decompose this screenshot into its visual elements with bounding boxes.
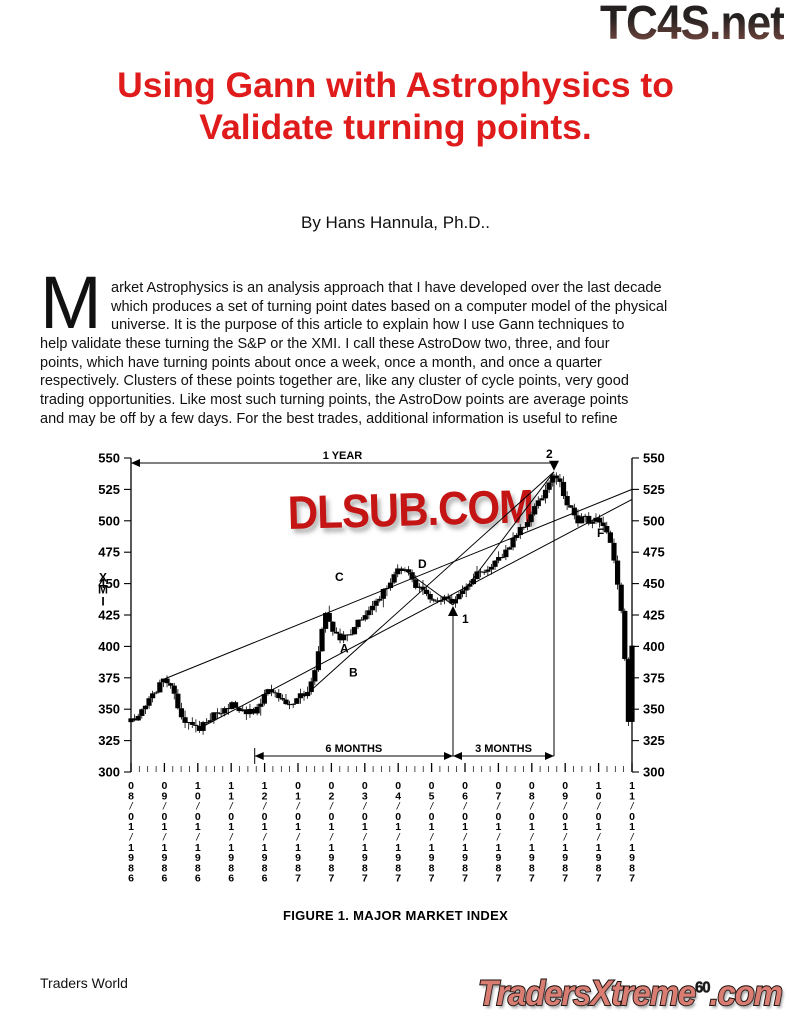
svg-text:A: A [340, 642, 349, 656]
svg-text:7: 7 [429, 873, 435, 885]
svg-text:1: 1 [161, 821, 167, 833]
svg-text:6: 6 [262, 873, 268, 885]
svg-text:0: 0 [596, 790, 602, 802]
svg-text:500: 500 [643, 513, 665, 528]
svg-text:400: 400 [643, 639, 665, 654]
svg-text:7: 7 [462, 873, 468, 885]
svg-text:400: 400 [98, 639, 120, 654]
svg-text:1: 1 [395, 821, 401, 833]
svg-text:8: 8 [128, 790, 134, 802]
svg-text:6: 6 [128, 873, 134, 885]
svg-text:B: B [349, 666, 358, 680]
svg-text:350: 350 [98, 702, 120, 717]
svg-text:D: D [418, 557, 427, 571]
svg-text:2: 2 [262, 790, 268, 802]
svg-text:2: 2 [546, 447, 553, 461]
svg-text:425: 425 [98, 608, 120, 623]
svg-text:475: 475 [98, 545, 120, 560]
svg-text:I: I [101, 595, 104, 609]
svg-text:1: 1 [596, 821, 602, 833]
svg-text:1: 1 [562, 821, 568, 833]
svg-text:1: 1 [228, 790, 234, 802]
svg-text:1: 1 [495, 821, 501, 833]
svg-text:4: 4 [395, 790, 401, 802]
svg-text:6: 6 [462, 790, 468, 802]
svg-text:1: 1 [362, 821, 368, 833]
svg-text:300: 300 [643, 765, 665, 780]
svg-text:6: 6 [228, 873, 234, 885]
svg-text:7: 7 [295, 873, 301, 885]
svg-text:1: 1 [328, 821, 334, 833]
svg-text:300: 300 [98, 765, 120, 780]
svg-text:8: 8 [529, 790, 535, 802]
svg-text:550: 550 [643, 451, 665, 466]
svg-text:1: 1 [462, 612, 469, 626]
svg-text:1: 1 [629, 790, 635, 802]
svg-text:9: 9 [161, 790, 167, 802]
svg-text:1 YEAR: 1 YEAR [323, 450, 363, 462]
svg-text:425: 425 [643, 608, 665, 623]
svg-text:350: 350 [643, 702, 665, 717]
svg-text:1: 1 [195, 821, 201, 833]
svg-text:7: 7 [529, 873, 535, 885]
svg-text:450: 450 [643, 576, 665, 591]
svg-text:1: 1 [629, 821, 635, 833]
svg-text:C: C [335, 570, 344, 584]
svg-text:325: 325 [98, 733, 120, 748]
svg-text:1: 1 [128, 821, 134, 833]
svg-text:7: 7 [328, 873, 334, 885]
svg-text:1: 1 [295, 790, 301, 802]
svg-text:7: 7 [362, 873, 368, 885]
svg-text:7: 7 [495, 873, 501, 885]
svg-text:475: 475 [643, 545, 665, 560]
svg-text:7: 7 [629, 873, 635, 885]
svg-text:1: 1 [462, 821, 468, 833]
svg-text:375: 375 [98, 670, 120, 685]
svg-text:3: 3 [362, 790, 368, 802]
svg-text:6: 6 [161, 873, 167, 885]
svg-text:5: 5 [429, 790, 435, 802]
svg-text:7: 7 [495, 790, 501, 802]
svg-text:6 MONTHS: 6 MONTHS [325, 743, 382, 755]
svg-text:0: 0 [195, 790, 201, 802]
svg-text:1: 1 [429, 821, 435, 833]
svg-text:7: 7 [562, 873, 568, 885]
svg-text:1: 1 [295, 821, 301, 833]
svg-text:1: 1 [529, 821, 535, 833]
svg-text:525: 525 [643, 482, 665, 497]
svg-text:1: 1 [262, 821, 268, 833]
svg-text:9: 9 [562, 790, 568, 802]
svg-text:2: 2 [328, 790, 334, 802]
svg-text:500: 500 [98, 513, 120, 528]
svg-text:6: 6 [195, 873, 201, 885]
svg-text:375: 375 [643, 670, 665, 685]
svg-text:1: 1 [228, 821, 234, 833]
svg-text:7: 7 [395, 873, 401, 885]
svg-text:550: 550 [98, 451, 120, 466]
svg-text:7: 7 [596, 873, 602, 885]
svg-text:325: 325 [643, 733, 665, 748]
svg-text:525: 525 [98, 482, 120, 497]
svg-text:3 MONTHS: 3 MONTHS [475, 743, 532, 755]
